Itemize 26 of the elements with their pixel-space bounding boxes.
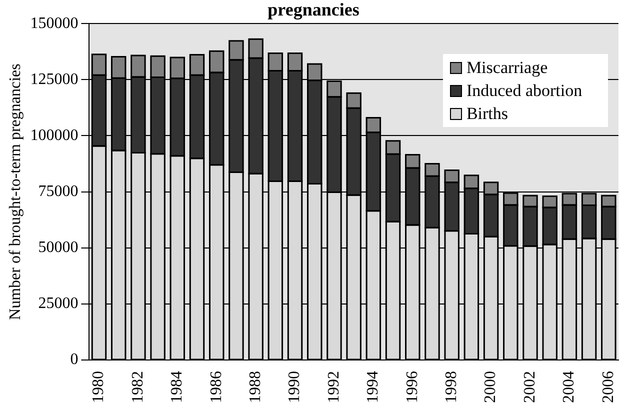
x-tick-label: 1998 [443,371,460,403]
y-tick-label: 150000 [30,14,78,32]
x-tick-label: 1982 [129,371,146,403]
x-tick-label: 2002 [521,371,538,403]
y-tick-label: 50000 [38,239,78,256]
y-tick-label: 125000 [30,70,78,88]
x-tick-label: 1986 [208,371,225,403]
x-tick-label: 2000 [482,371,500,403]
x-tick-label: 2006 [600,371,617,403]
x-tick-label: 2004 [560,371,578,403]
x-tick-label: 1988 [247,371,264,403]
y-tick-label: 25000 [38,295,78,312]
y-axis-title: Number of brought-to-term pregnancies [6,64,24,320]
x-tick-label: 1992 [325,371,342,403]
x-tick-label: 1990 [286,371,304,403]
y-tick-label: 0 [70,351,78,368]
x-tick-label: 1996 [404,371,421,403]
legend-label: Miscarriage [465,56,549,79]
x-tick-label: 1984 [168,371,186,403]
legend-label: Induced abortion [465,80,582,102]
x-tick-label: 1980 [90,371,108,403]
y-tick-label: 75000 [38,183,78,200]
chart-title: pregnancies [268,0,360,20]
x-tick-label: 1994 [364,371,382,403]
legend-label: Births [465,102,509,125]
y-tick-label: 100000 [30,126,78,144]
